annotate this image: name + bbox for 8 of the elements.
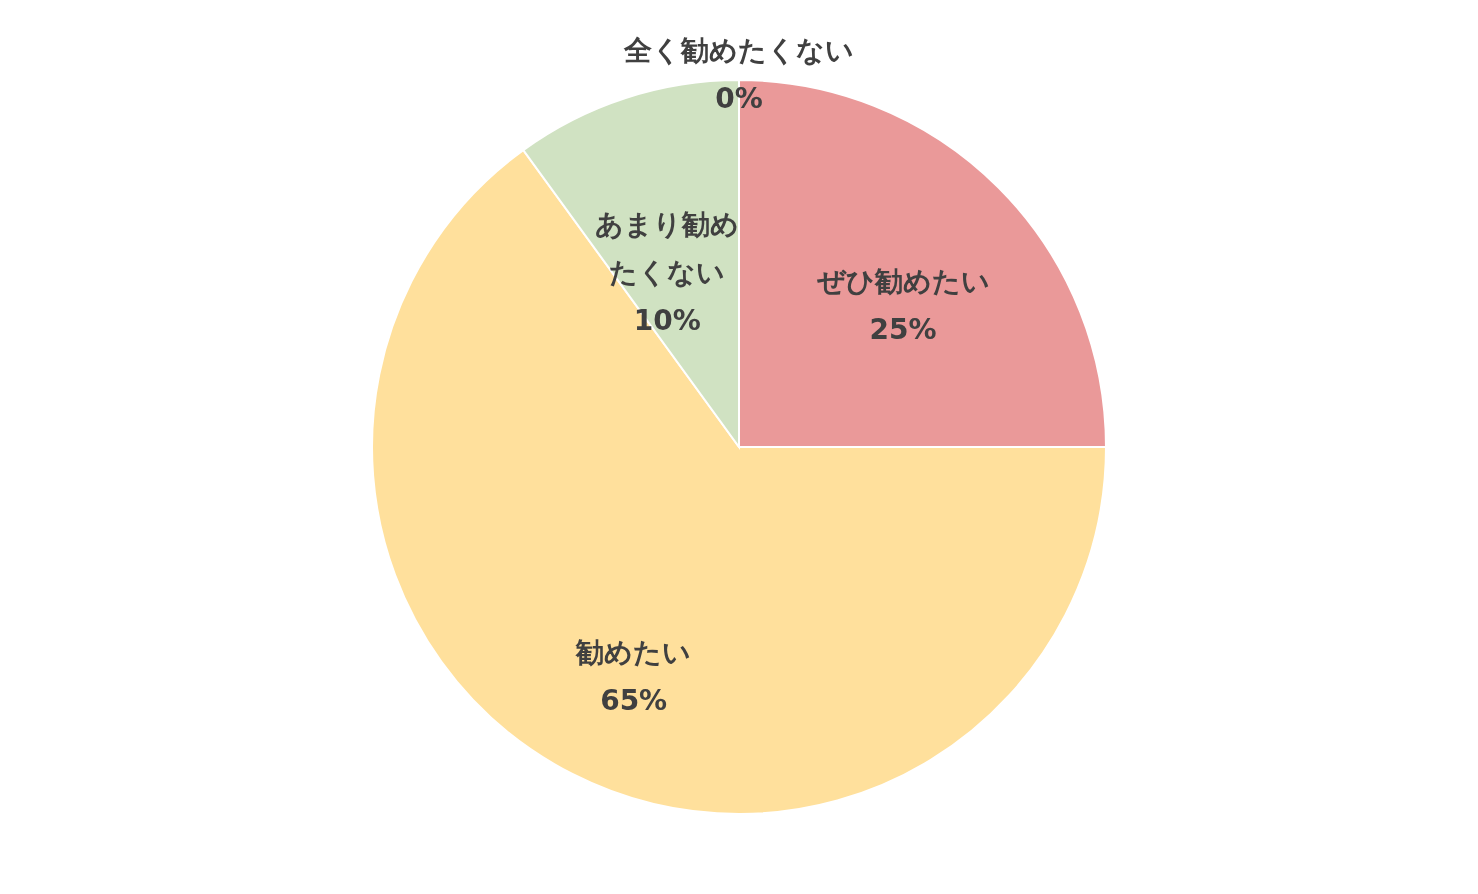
slice-label: 勧めたい xyxy=(575,635,692,669)
slice-label: あまり勧めたくない xyxy=(595,208,740,290)
data-label: 10% xyxy=(633,304,701,338)
slice-label: ぜひ勧めたい xyxy=(815,264,990,298)
data-label: 25% xyxy=(869,312,937,346)
text: 0% xyxy=(715,82,763,115)
category-label: 全く勧めたくない xyxy=(624,34,854,67)
data-label: 65% xyxy=(600,683,668,717)
